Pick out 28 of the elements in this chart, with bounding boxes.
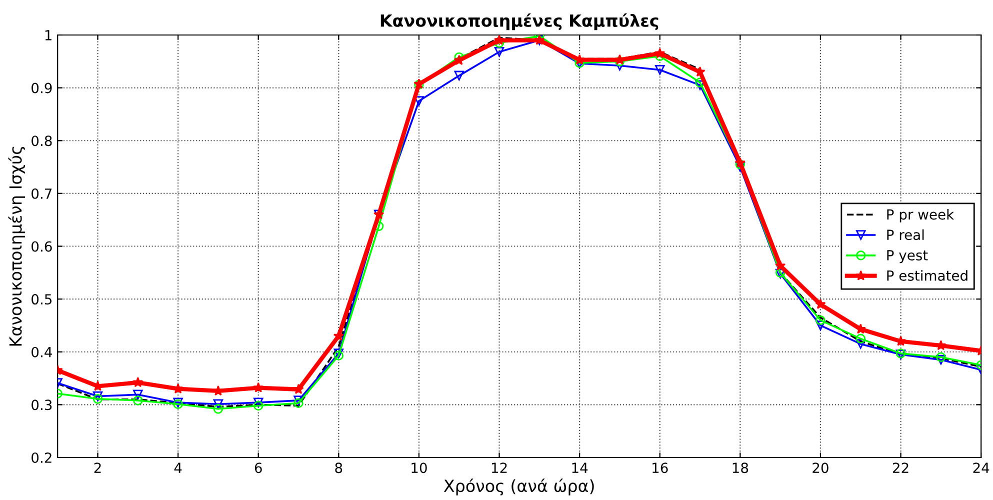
y-axis-title: Κανονικοποιημένη Ισχύς — [8, 146, 26, 346]
x-tick-label: 24 — [973, 462, 990, 473]
y-tick-label: 0.7 — [32, 188, 52, 199]
x-tick-label: 16 — [652, 462, 668, 474]
x-tick-label: 20 — [812, 462, 828, 474]
x-tick-label: 14 — [572, 462, 588, 473]
y-tick-label: 0.8 — [32, 136, 52, 146]
y-tick-label: 0.4 — [32, 346, 52, 358]
x-tick-label: 22 — [892, 462, 908, 473]
x-axis-title: Χρόνος (ανά ώρα) — [444, 478, 594, 496]
x-tick-label: 6 — [254, 462, 262, 474]
x-tick-label: 8 — [335, 462, 342, 474]
x-tick-label: 2 — [94, 462, 101, 473]
y-tick-label: 0.6 — [32, 241, 52, 252]
y-tick-label: 0.9 — [32, 82, 52, 94]
x-tick-label: 4 — [174, 462, 182, 473]
y-tick-label: 0.3 — [32, 400, 52, 410]
legend-label: P pr week — [887, 208, 954, 222]
x-tick-label: 10 — [412, 462, 427, 474]
legend-label: P yest — [887, 250, 928, 264]
x-tick-label: 12 — [492, 462, 507, 473]
legend-label: P real — [887, 229, 924, 240]
y-tick-label: 0.5 — [32, 294, 52, 305]
x-tick-label: 18 — [732, 462, 748, 474]
y-tick-label: 1 — [45, 30, 52, 40]
chart-title: Κανονικοποιημένες Καμπύλες — [380, 13, 658, 30]
y-tick-label: 0.2 — [32, 452, 52, 463]
legend-label: P estimated — [887, 270, 968, 281]
